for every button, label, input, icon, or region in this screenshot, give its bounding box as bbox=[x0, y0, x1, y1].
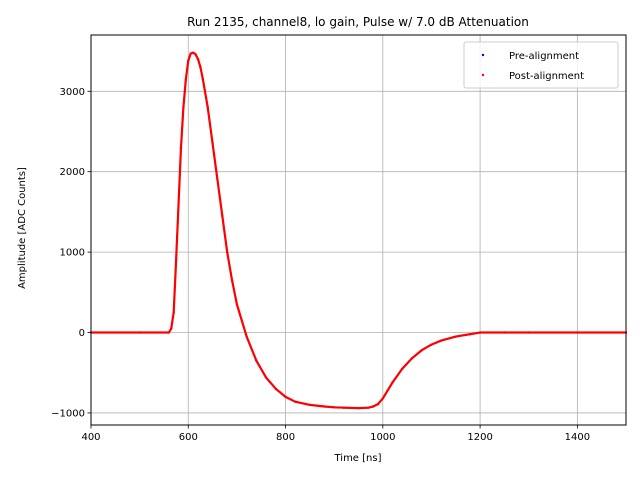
data-point bbox=[206, 106, 209, 109]
legend-label-pre-alignment: Pre-alignment bbox=[509, 51, 579, 62]
data-point bbox=[221, 214, 224, 218]
data-point bbox=[245, 335, 248, 338]
data-point bbox=[187, 59, 190, 62]
data-point bbox=[527, 331, 530, 334]
data-point bbox=[478, 331, 482, 334]
data-point bbox=[503, 331, 506, 334]
x-tick-label: 800 bbox=[276, 432, 295, 443]
plot-area bbox=[89, 51, 628, 410]
data-point bbox=[386, 389, 389, 392]
data-point bbox=[201, 78, 204, 81]
x-tick-label: 1000 bbox=[370, 432, 395, 443]
data-point bbox=[454, 335, 457, 338]
data-point bbox=[323, 405, 326, 408]
data-point bbox=[184, 78, 187, 81]
data-point bbox=[469, 333, 472, 336]
data-point bbox=[230, 279, 234, 282]
data-point bbox=[226, 251, 229, 254]
data-point bbox=[177, 202, 180, 205]
x-axis-label: Time [ns] bbox=[333, 453, 381, 464]
data-point bbox=[410, 357, 414, 360]
data-point bbox=[440, 339, 443, 342]
y-tick-label: 2000 bbox=[60, 167, 85, 178]
data-point bbox=[235, 303, 239, 306]
data-point bbox=[138, 331, 141, 334]
data-point bbox=[189, 52, 192, 55]
data-point bbox=[357, 407, 360, 410]
chart-title: Run 2135, channel8, lo gain, Pulse w/ 7.… bbox=[187, 15, 529, 29]
data-point bbox=[170, 327, 173, 330]
x-tick-label: 1400 bbox=[565, 432, 590, 443]
data-point bbox=[342, 406, 346, 409]
y-axis-label: Amplitude [ADC Counts] bbox=[17, 167, 28, 289]
x-tick-label: 1200 bbox=[467, 432, 492, 443]
data-point bbox=[294, 400, 297, 403]
data-point bbox=[182, 106, 185, 109]
data-point bbox=[196, 58, 200, 61]
data-point bbox=[192, 51, 195, 54]
legend-label-post-alignment: Post-alignment bbox=[509, 71, 584, 82]
data-point bbox=[264, 376, 268, 379]
legend-marker-pre-alignment bbox=[481, 53, 485, 57]
data-point bbox=[179, 146, 183, 149]
x-tick-label: 400 bbox=[81, 432, 100, 443]
y-tick-label: 3000 bbox=[60, 87, 85, 98]
y-tick-label: −1000 bbox=[51, 408, 85, 419]
series-post-alignment bbox=[89, 51, 628, 410]
data-point bbox=[172, 311, 175, 314]
data-point bbox=[430, 343, 433, 346]
x-axis-ticks: 400 600 800 1000 1200 1400 bbox=[81, 425, 590, 443]
legend-marker-post-alignment bbox=[481, 73, 485, 77]
data-point bbox=[194, 53, 197, 56]
data-point bbox=[199, 66, 202, 69]
y-axis-ticks: −1000 0 1000 2000 3000 bbox=[51, 87, 91, 419]
data-point bbox=[376, 402, 380, 406]
data-point bbox=[175, 259, 178, 262]
data-point bbox=[255, 359, 258, 362]
axes-frame bbox=[90, 34, 627, 426]
data-point bbox=[576, 331, 579, 334]
data-point bbox=[420, 349, 423, 352]
y-tick-label: 0 bbox=[79, 328, 85, 339]
grid bbox=[90, 35, 626, 425]
data-point bbox=[381, 397, 384, 400]
x-tick-label: 600 bbox=[179, 432, 198, 443]
data-point bbox=[284, 395, 287, 398]
data-point bbox=[274, 387, 277, 390]
data-point bbox=[401, 367, 404, 370]
data-point bbox=[167, 331, 170, 334]
y-tick-label: 1000 bbox=[60, 248, 85, 259]
data-point bbox=[391, 381, 394, 384]
legend-box bbox=[463, 41, 619, 89]
legend: Pre-alignment Post-alignment bbox=[463, 41, 619, 89]
data-point bbox=[367, 406, 370, 409]
data-point bbox=[308, 403, 311, 406]
data-point bbox=[333, 406, 336, 409]
data-point bbox=[371, 405, 375, 408]
data-point bbox=[216, 178, 219, 181]
data-point bbox=[211, 142, 214, 145]
